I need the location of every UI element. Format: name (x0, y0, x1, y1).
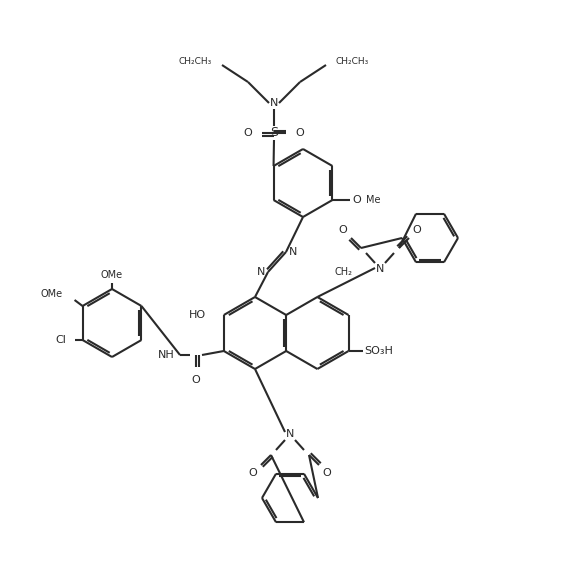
Text: O: O (323, 468, 331, 478)
Text: CH₂CH₃: CH₂CH₃ (336, 58, 369, 66)
Text: Cl: Cl (56, 335, 66, 345)
Text: S: S (270, 126, 278, 139)
Text: Me: Me (366, 195, 380, 205)
Text: O: O (192, 375, 200, 385)
Text: O: O (353, 195, 361, 205)
Text: N: N (289, 247, 297, 257)
Text: O: O (413, 225, 421, 235)
Text: N: N (286, 429, 294, 439)
Text: HO: HO (189, 310, 206, 320)
Text: N: N (257, 267, 265, 277)
Text: O: O (338, 225, 348, 235)
Text: CH₂CH₃: CH₂CH₃ (179, 58, 212, 66)
Text: OMe: OMe (101, 270, 123, 280)
Text: O: O (295, 128, 304, 138)
Text: O: O (248, 468, 257, 478)
Text: NH: NH (158, 350, 175, 360)
Text: SO₃H: SO₃H (364, 346, 393, 356)
Text: N: N (376, 264, 384, 274)
Text: OMe: OMe (40, 289, 62, 299)
Text: O: O (244, 128, 252, 138)
Text: CH₂: CH₂ (335, 267, 353, 277)
Text: N: N (270, 98, 278, 108)
